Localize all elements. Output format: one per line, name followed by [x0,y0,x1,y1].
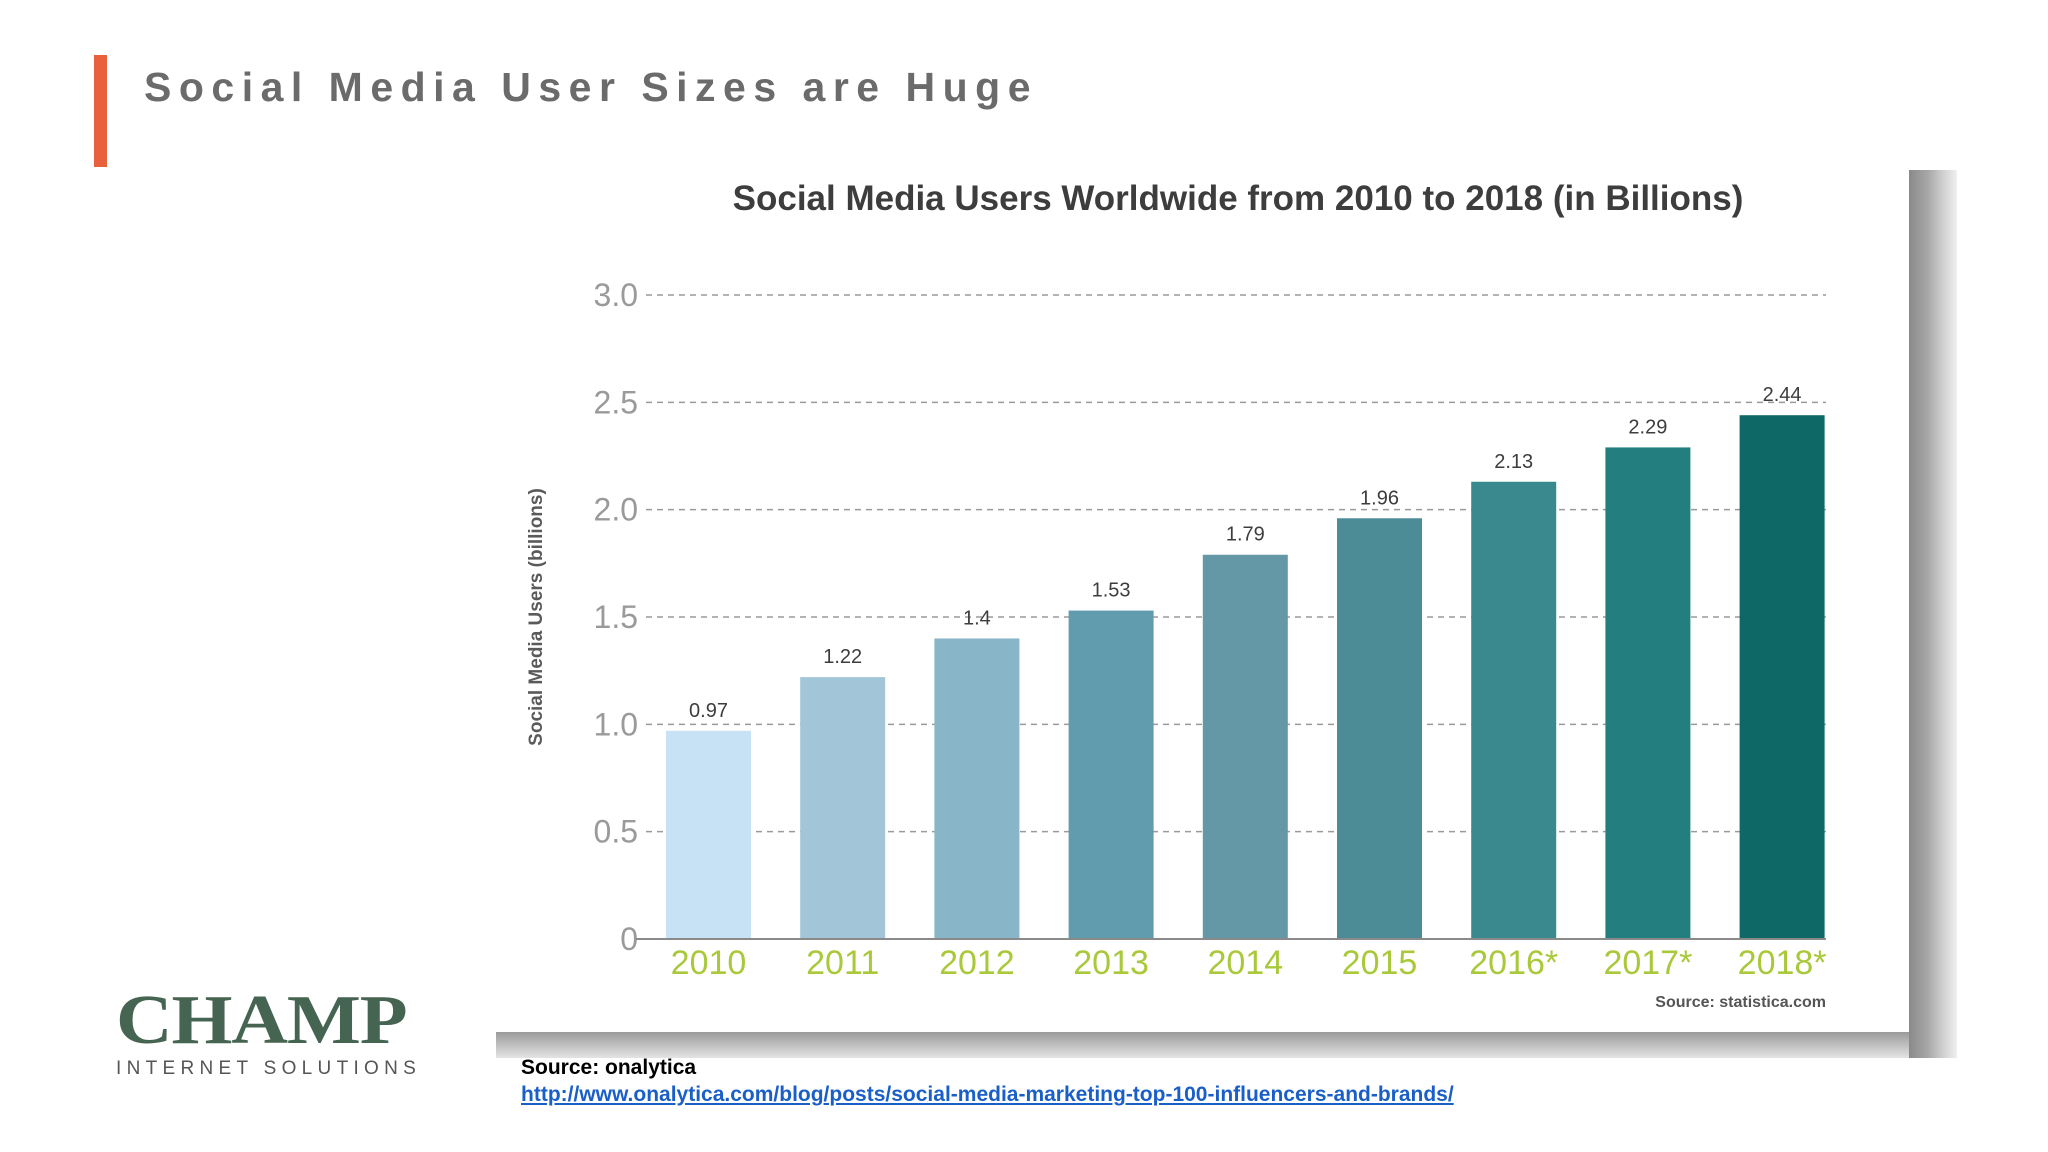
bar-2015 [1337,518,1422,939]
data-label: 2.44 [1763,384,1802,406]
data-label: 0.97 [689,700,728,722]
y-axis-label: Social Media Users (billions) [526,488,547,746]
champ-logo: CHAMP INTERNET SOLUTIONS [116,986,421,1080]
x-tick-label: 2017* [1603,944,1692,982]
x-tick-label: 2011 [806,944,879,982]
bar-2012 [934,638,1020,939]
y-tick-label: 0 [620,921,638,957]
chart-title: Social Media Users Worldwide from 2010 t… [733,179,1744,218]
bar-2011 [800,677,886,939]
bar-2016 [1471,481,1557,939]
chart-source: Source: statistica.com [1655,994,1826,1011]
x-tick-label: 2012 [939,944,1015,982]
slide-title: Social Media User Sizes are Huge [144,64,1038,110]
x-tick-label: 2013 [1073,944,1149,982]
x-tick-label: 2016* [1469,944,1558,982]
x-tick-label: 2010 [671,944,747,982]
logo-sub-text: INTERNET SOLUTIONS [116,1058,422,1079]
x-tick-label: 2018* [1738,944,1827,982]
chart-shadow-bottom [496,1032,1936,1058]
x-tick-label: 2014 [1207,944,1283,982]
y-tick-label: 0.5 [594,814,638,850]
data-label: 1.53 [1092,580,1131,602]
y-tick-label: 2.0 [594,492,638,528]
bar-2010 [666,730,751,939]
logo-main-text: CHAMP [116,982,408,1059]
source-label: Source: onalytica [521,1056,697,1079]
data-label: 2.29 [1628,416,1667,438]
data-label: 1.22 [823,646,862,668]
source-link[interactable]: http://www.onalytica.com/blog/posts/soci… [521,1083,1454,1106]
bar-2018 [1739,415,1825,939]
title-accent-bar [94,55,107,167]
y-tick-label: 1.0 [594,706,638,742]
bar-2017 [1605,447,1691,939]
chart-shadow-right [1909,170,1957,1058]
bar-2013 [1068,610,1154,939]
y-tick-label: 2.5 [594,384,638,420]
bar-chart: Social Media Users Worldwide from 2010 t… [526,179,1827,1011]
data-label: 1.79 [1226,524,1265,546]
data-label: 2.13 [1494,451,1533,473]
y-tick-label: 3.0 [594,277,638,313]
y-tick-label: 1.5 [594,599,638,635]
chart-image: Social Media Users Worldwide from 2010 t… [477,150,1909,1032]
bar-2014 [1202,554,1288,939]
data-label: 1.4 [963,607,991,629]
x-tick-label: 2015 [1342,944,1418,982]
data-label: 1.96 [1360,487,1399,509]
